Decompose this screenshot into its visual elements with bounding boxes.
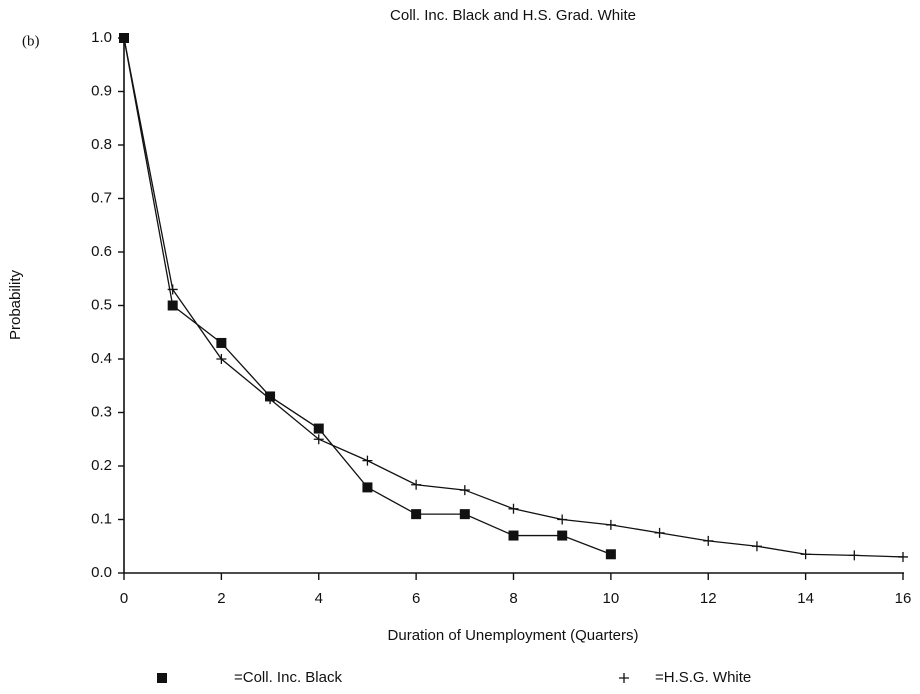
chart-title: Coll. Inc. Black and H.S. Grad. White bbox=[390, 7, 636, 24]
data-point bbox=[362, 455, 373, 466]
data-point bbox=[167, 284, 178, 295]
data-point bbox=[508, 503, 519, 514]
y-tick-label: 0.7 bbox=[91, 189, 112, 206]
data-point bbox=[605, 549, 616, 560]
legend-marker bbox=[619, 673, 629, 683]
y-tick-label: 0.6 bbox=[91, 243, 112, 260]
data-point bbox=[557, 514, 568, 525]
x-tick-label: 16 bbox=[895, 590, 912, 607]
x-axis-label: Duration of Unemployment (Quarters) bbox=[388, 627, 639, 644]
y-tick-label: 0.5 bbox=[91, 296, 112, 313]
data-point bbox=[800, 549, 811, 560]
data-point bbox=[167, 300, 178, 311]
data-point bbox=[703, 535, 714, 546]
data-point bbox=[216, 354, 227, 364]
data-point bbox=[411, 509, 422, 520]
y-tick-label: 1.0 bbox=[91, 29, 112, 46]
x-tick-label: 10 bbox=[603, 590, 620, 607]
panel-label: (b) bbox=[22, 33, 40, 49]
series-line bbox=[123, 37, 612, 555]
y-axis-label: Probability bbox=[7, 269, 24, 340]
data-point bbox=[508, 530, 519, 541]
data-point bbox=[411, 479, 422, 490]
y-tick-label: 0.0 bbox=[91, 564, 112, 581]
data-point bbox=[605, 519, 616, 530]
y-tick-label: 0.3 bbox=[91, 403, 112, 420]
legend-label: =Coll. Inc. Black bbox=[234, 669, 342, 686]
data-point bbox=[313, 423, 324, 434]
legend-marker bbox=[157, 673, 167, 683]
data-point bbox=[362, 482, 373, 493]
x-tick-label: 12 bbox=[700, 590, 717, 607]
y-tick-label: 0.2 bbox=[91, 457, 112, 474]
y-tick-label: 0.8 bbox=[91, 136, 112, 153]
data-point bbox=[119, 33, 129, 43]
data-point bbox=[898, 551, 908, 562]
y-tick-label: 0.9 bbox=[91, 82, 112, 99]
data-point bbox=[459, 485, 470, 496]
x-tick-label: 4 bbox=[315, 590, 323, 607]
data-point bbox=[313, 434, 324, 445]
data-point bbox=[849, 550, 860, 561]
x-tick-label: 14 bbox=[797, 590, 814, 607]
data-point bbox=[751, 541, 762, 552]
x-tick-label: 6 bbox=[412, 590, 420, 607]
x-tick-label: 2 bbox=[217, 590, 225, 607]
data-point bbox=[654, 527, 665, 538]
legend-label: =H.S.G. White bbox=[655, 669, 751, 686]
y-tick-label: 0.1 bbox=[91, 510, 112, 527]
data-point bbox=[265, 394, 276, 405]
data-point bbox=[557, 530, 568, 541]
y-tick-label: 0.4 bbox=[91, 350, 112, 367]
data-point bbox=[216, 337, 227, 348]
series-line bbox=[123, 37, 904, 558]
x-tick-label: 8 bbox=[509, 590, 517, 607]
data-point bbox=[459, 509, 470, 520]
x-tick-label: 0 bbox=[120, 590, 128, 607]
